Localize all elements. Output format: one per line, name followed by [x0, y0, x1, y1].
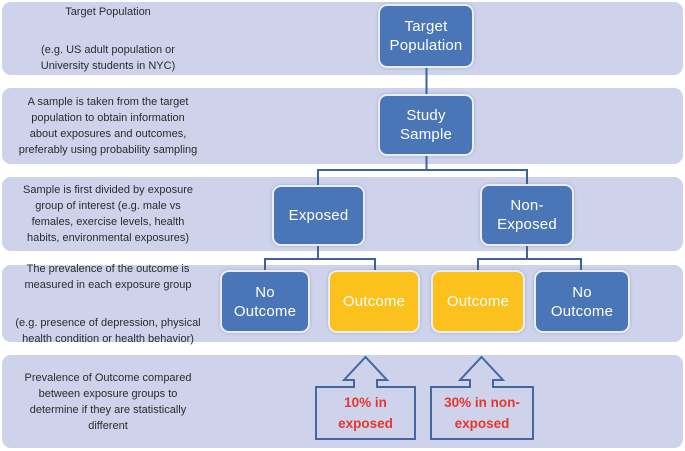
- callout-label-non-exposed-prevalence: 30% in non- exposed: [444, 395, 520, 431]
- note-body: Prevalence of Outcome compared between e…: [24, 371, 192, 432]
- flow-node-outcome-exposed: Outcome: [328, 270, 420, 333]
- note-body-secondary: (e.g. presence of depression, physical h…: [15, 316, 201, 345]
- note-text: A sample is taken from the target popula…: [4, 78, 212, 174]
- note-body: Sample is first divided by exposure grou…: [23, 184, 193, 244]
- flow-node-target-population: Target Population: [378, 4, 474, 68]
- flow-node-study-sample: Study Sample: [378, 94, 474, 156]
- flow-node-no-outcome-exposed: No Outcome: [220, 270, 310, 333]
- note-text: Prevalence of Outcome compared between e…: [4, 354, 212, 450]
- note-body: A sample is taken from the target popula…: [18, 96, 198, 156]
- callout-label-exposed-prevalence: 10% in exposed: [338, 395, 393, 431]
- note-text: Sample is first divided by exposure grou…: [4, 166, 212, 262]
- flow-node-non-exposed: Non- Exposed: [480, 184, 574, 246]
- flow-node-no-outcome-non-exposed: No Outcome: [534, 270, 630, 333]
- flow-node-outcome-non-exposed: Outcome: [431, 270, 525, 333]
- note-body: (e.g. US adult population or University …: [40, 43, 176, 72]
- note-title: Target Population: [65, 5, 151, 18]
- flow-node-exposed: Exposed: [272, 185, 365, 246]
- info-band-study-sample: A sample is taken from the target popula…: [2, 88, 683, 164]
- note-text: Target Population (e.g. US adult populat…: [4, 0, 212, 90]
- info-band-target-population: Target Population (e.g. US adult populat…: [2, 2, 683, 75]
- note-body: The prevalence of the outcome is measure…: [24, 262, 192, 291]
- note-text: The prevalence of the outcome is measure…: [4, 245, 212, 363]
